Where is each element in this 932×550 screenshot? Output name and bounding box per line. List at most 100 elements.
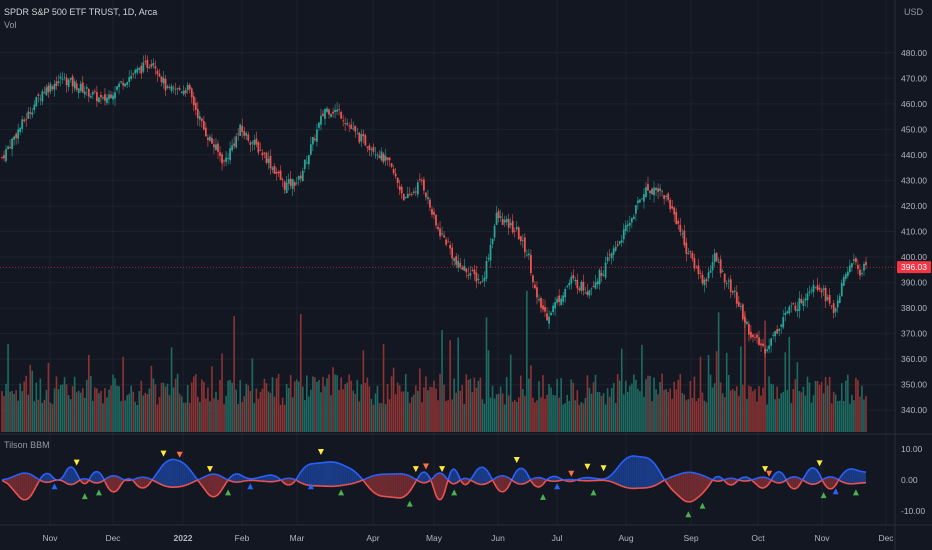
volume-bar (685, 400, 688, 432)
volume-bar (711, 387, 714, 432)
band-fill (674, 475, 677, 494)
bbm-signal-line (62, 480, 65, 483)
volume-bar (287, 388, 290, 432)
bbm-line (372, 491, 376, 495)
candle-body (465, 268, 468, 273)
bbm-signal-line (441, 473, 445, 476)
bbm-line (487, 472, 492, 477)
band-fill (173, 459, 176, 488)
candle-body (301, 170, 304, 182)
volume-bar (861, 385, 863, 432)
candle-body (705, 278, 708, 282)
volume-bar (493, 398, 496, 432)
candle-body (73, 81, 76, 89)
volume-bar (17, 400, 19, 432)
candle-body (416, 182, 419, 195)
candle-body (834, 308, 837, 312)
bbm-signal-line (425, 481, 429, 484)
band-fill (318, 462, 321, 487)
bbm-line (344, 465, 348, 468)
volume-bar (330, 395, 332, 432)
candle-body (77, 88, 80, 94)
volume-bar (162, 382, 165, 432)
band-fill (314, 463, 317, 486)
time-tick-label: Jun (491, 533, 505, 543)
bbm-line (33, 485, 38, 491)
buy-signal-marker (590, 489, 597, 496)
band-fill (476, 468, 479, 484)
volume-bar (225, 395, 227, 432)
candle-body (182, 90, 185, 95)
volume-bar (269, 392, 272, 432)
volume-bar (104, 387, 106, 432)
time-tick-label: Feb (235, 533, 250, 543)
volume-bar (683, 394, 686, 432)
candle-body (846, 271, 849, 276)
bbm-line (68, 466, 71, 469)
bbm-signal-line (469, 479, 473, 482)
bbm-signal-line (506, 476, 510, 479)
band-fill (496, 476, 499, 491)
bbm-line (738, 477, 742, 481)
bbm-signal-line (798, 477, 802, 481)
bbm-line (451, 468, 455, 471)
bbm-line (165, 460, 169, 464)
volume-bar (408, 402, 411, 432)
bbm-line (296, 474, 300, 480)
candle-body (245, 133, 248, 136)
bbm-line (239, 474, 243, 477)
candle-body (667, 193, 670, 200)
volume-bar (136, 404, 139, 432)
bbm-signal-line (122, 478, 126, 481)
candle-body (850, 263, 853, 268)
bbm-signal-line (623, 486, 627, 489)
volume-bar (100, 391, 102, 432)
candle-body (576, 279, 579, 289)
sell-signal-marker (176, 451, 183, 458)
bbm-signal-line (512, 480, 516, 483)
candle-body (219, 152, 221, 156)
bbm-signal-line (369, 475, 372, 478)
candle-body (798, 298, 801, 311)
bbm-line (827, 487, 831, 490)
volume-bar (322, 376, 324, 432)
volume-bar (346, 382, 348, 432)
candle-body (372, 146, 375, 152)
bbm-line (786, 481, 790, 486)
candle-body (560, 298, 563, 305)
volume-bar (293, 381, 296, 432)
band-fill (555, 476, 558, 482)
band-fill (851, 468, 854, 484)
volume-bar (631, 383, 633, 432)
bbm-line (506, 485, 510, 490)
candle-body (626, 224, 629, 227)
volume-bar (98, 393, 100, 432)
volume-bar (43, 399, 46, 432)
candle-body (689, 250, 692, 253)
volume-bar (55, 376, 58, 432)
bbm-signal-line (221, 476, 225, 479)
volume-bar (237, 403, 239, 432)
bbm-signal-line (40, 479, 43, 483)
bbm-signal-line (736, 478, 740, 481)
candle-body (679, 224, 682, 232)
candle-body (786, 311, 789, 314)
volume-bar (453, 378, 455, 432)
bbm-signal-line (540, 477, 544, 480)
band-fill (654, 463, 657, 486)
bbm-signal-line (659, 480, 663, 484)
volume-bar (465, 374, 468, 432)
candle-body (265, 152, 268, 163)
volume-bar (461, 385, 464, 432)
volume-bar (154, 384, 157, 432)
candle-body (562, 295, 565, 302)
candle-body (721, 270, 724, 272)
sell-signal-marker (568, 470, 575, 477)
volume-bar (425, 376, 427, 432)
volume-bar (740, 346, 742, 432)
volume-bar (534, 402, 536, 432)
candle-body (776, 329, 779, 334)
candle-body (836, 300, 839, 308)
band-fill (763, 477, 766, 489)
